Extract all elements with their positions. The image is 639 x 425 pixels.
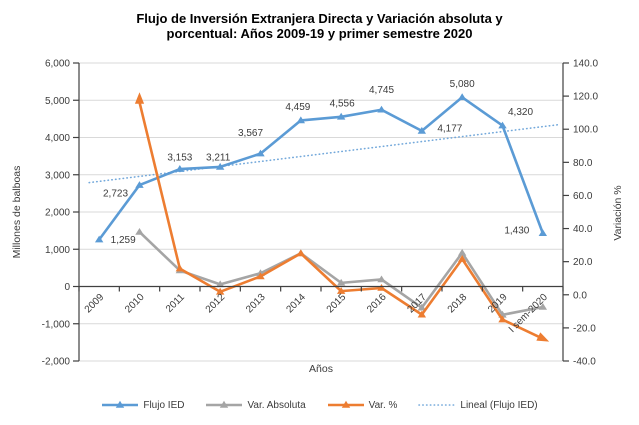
data-label: 1,259	[111, 235, 136, 246]
data-label: 3,211	[206, 152, 231, 163]
series-marker-var	[256, 272, 265, 280]
series-marker-var-absoluta	[538, 302, 548, 310]
series-marker-var	[296, 249, 306, 257]
legend-label: Lineal (Flujo IED)	[460, 399, 538, 411]
series-end-arrow-var	[536, 332, 550, 342]
legend-item-lineal-flujo-ied: Lineal (Flujo IED)	[418, 399, 538, 411]
legend-label: Var. %	[368, 399, 398, 411]
x-tick-label: 2014	[284, 292, 308, 316]
data-label: 4,556	[330, 98, 355, 109]
series-marker-var	[498, 315, 507, 323]
series-marker-var	[336, 287, 346, 294]
right-axis-tick-label: 0.0	[573, 290, 587, 301]
left-axis-tick-label: 5,000	[45, 96, 70, 107]
legend-swatch-var	[327, 400, 364, 408]
series-marker-var	[175, 264, 185, 272]
data-label: 4,177	[437, 123, 462, 134]
data-label: 4,320	[508, 107, 533, 118]
series-marker-flujo-ied	[457, 93, 467, 101]
triangle-marker-swatch	[341, 400, 350, 408]
series-marker-var	[377, 283, 386, 291]
trendline-lineal-flujo-ied	[88, 123, 559, 184]
legend-label: Var. Absoluta	[247, 399, 306, 411]
right-axis-tick-label: 20.0	[573, 257, 593, 268]
data-label: 3,567	[238, 128, 263, 139]
left-axis-tick-label: -1,000	[42, 319, 71, 330]
x-tick-label: 2012	[204, 292, 228, 316]
right-axis-tick-label: 40.0	[573, 224, 593, 235]
series-marker-var-absoluta	[135, 227, 144, 235]
series-marker-flujo-ied	[498, 121, 507, 129]
right-axis-tick-label: 80.0	[573, 158, 593, 169]
legend-item-flujo-ied: Flujo IED	[101, 399, 184, 411]
left-axis-tick-label: 1,000	[45, 245, 70, 256]
series-marker-flujo-ied	[377, 105, 386, 113]
series-marker-var	[417, 310, 427, 318]
series-marker-var	[215, 287, 225, 295]
series-marker-flujo-ied	[538, 229, 548, 237]
data-label: 4,745	[369, 85, 394, 96]
series-marker-var-absoluta	[215, 280, 225, 288]
data-label: 2,723	[103, 189, 128, 200]
left-axis-tick-label: 2,000	[45, 208, 70, 219]
series-marker-flujo-ied	[175, 165, 185, 172]
right-axis-tick-label: -40.0	[573, 357, 596, 368]
chart-title-line1: Flujo de Inversión Extranjera Directa y …	[136, 11, 503, 26]
x-tick-label: 2018	[446, 292, 470, 316]
x-tick-label: 2009	[83, 292, 107, 316]
legend: Flujo IED Var. Absoluta Var. % Lineal (Fluj…	[0, 395, 639, 415]
data-label: 4,459	[285, 102, 310, 113]
x-tick-label: 2013	[244, 292, 268, 316]
right-axis-tick-label: 100.0	[573, 125, 598, 136]
series-marker-flujo-ied	[417, 126, 427, 134]
right-axis-tick-label: 120.0	[573, 92, 598, 103]
series-marker-var-absoluta	[377, 275, 386, 283]
right-axis-tick-label: -20.0	[573, 323, 596, 334]
chart-title-line2: porcentual: Años 2009-19 y primer semest…	[166, 26, 473, 41]
series-marker-var-absoluta	[457, 248, 467, 256]
data-label: 3,153	[167, 153, 192, 164]
series-marker-var-absoluta	[417, 303, 427, 311]
legend-swatch-lineal-flujo-ied	[418, 404, 457, 406]
data-label: 5,080	[450, 79, 475, 90]
series-marker-var-absoluta	[336, 278, 346, 286]
left-axis-tick-label: 3,000	[45, 170, 70, 181]
series-marker-var	[457, 255, 467, 262]
legend-swatch-flujo-ied	[102, 400, 139, 408]
x-tick-label: 2016	[365, 292, 389, 316]
x-tick-label: 2010	[123, 292, 147, 316]
series-marker-flujo-ied	[296, 116, 306, 124]
chart-title: Flujo de Inversión Extranjera Directa y …	[0, 11, 639, 41]
triangle-marker-swatch	[116, 400, 125, 408]
legend-label: Flujo IED	[143, 399, 185, 411]
x-axis-title: Años	[309, 363, 333, 375]
right-axis-tick-label: 60.0	[573, 191, 593, 202]
series-marker-flujo-ied	[94, 235, 104, 243]
legend-item-var: Var. %	[327, 399, 398, 411]
legend-item-var-absoluta: Var. Absoluta	[205, 399, 306, 411]
series-marker-flujo-ied	[215, 162, 225, 170]
x-tick-label: 2011	[164, 292, 187, 315]
data-label: 1,430	[504, 226, 529, 237]
legend-swatch-var-absoluta	[206, 400, 243, 408]
series-marker-flujo-ied	[135, 181, 144, 188]
series-start-arrow-var	[134, 92, 145, 104]
triangle-marker-swatch	[220, 400, 229, 408]
left-axis-tick-label: -2,000	[42, 357, 71, 368]
right-axis-tick-label: 140.0	[573, 59, 598, 70]
left-axis-tick-label: 4,000	[45, 133, 70, 144]
x-tick-label: 2015	[325, 292, 349, 316]
series-marker-flujo-ied	[256, 149, 265, 157]
series-line-flujo-ied	[97, 95, 545, 241]
series-marker-flujo-ied	[336, 112, 346, 120]
left-axis-tick-label: 0	[64, 282, 70, 293]
left-axis-tick-label: 6,000	[45, 59, 70, 70]
